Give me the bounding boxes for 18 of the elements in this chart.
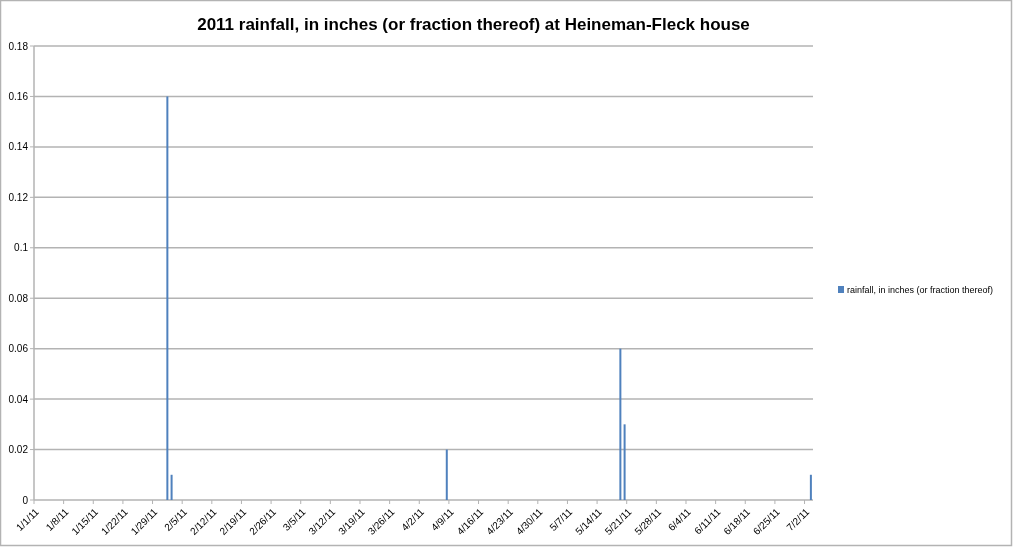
y-tick-label: 0.08 [8, 292, 29, 304]
y-tick-label: 0.18 [8, 40, 29, 52]
y-tick-label: 0.16 [8, 90, 29, 102]
chart-title: 2011 rainfall, in inches (or fraction thereof) at Heineman-Fleck house [197, 15, 750, 34]
bar [170, 474, 173, 500]
bar [166, 96, 169, 500]
y-tick-label: 0.06 [8, 343, 29, 355]
y-tick-label: 0.02 [8, 444, 29, 456]
y-tick-label: 0.14 [8, 141, 29, 153]
y-tick-label: 0.1 [14, 242, 29, 254]
y-tick-label: 0.04 [8, 393, 29, 405]
bar [623, 424, 626, 500]
y-tick-label: 0.12 [8, 191, 29, 203]
y-tick-label: 0 [22, 494, 29, 506]
bar [445, 449, 448, 500]
bar [809, 474, 812, 500]
legend-label: rainfall, in inches (or fraction thereof) [847, 285, 994, 296]
bar [619, 348, 622, 500]
